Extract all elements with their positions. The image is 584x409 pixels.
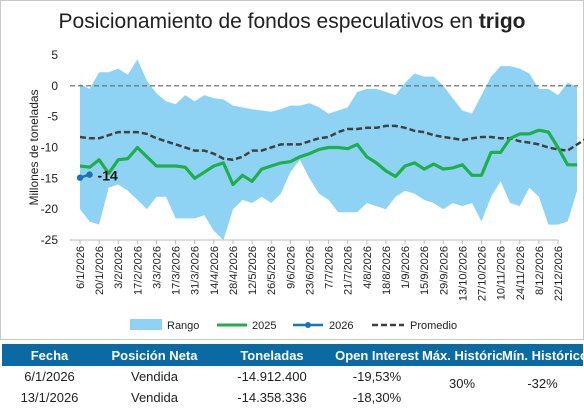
chart-plot: 5 0 -5 -10 -15 -20 -25 Millones de toneladas 6/1…	[27, 48, 584, 332]
x-tick-label: 6/1/2026	[75, 246, 87, 289]
x-tick-label: 17/3/2026	[171, 246, 183, 295]
cell-toneladas: -14.912.400	[237, 369, 307, 384]
x-tick-label: 8/12/2026	[534, 246, 546, 295]
x-tick-label: 20/1/2026	[94, 246, 106, 295]
header-posicion-neta: Posición Neta	[111, 347, 198, 363]
series-2026-point	[86, 171, 93, 178]
y-tick-label: -25	[41, 233, 59, 247]
legend-label-rango: Rango	[167, 320, 199, 332]
x-tick-label: 18/8/2026	[381, 246, 393, 295]
cell-posicion: Vendida	[131, 390, 178, 405]
cell-min-historico: -32%	[527, 376, 558, 391]
y-tick-label: 5	[51, 48, 58, 62]
promedio-line	[79, 124, 584, 162]
cell-open-interest: -18,30%	[352, 390, 402, 405]
series-2025-line	[79, 128, 578, 187]
annotation-label: -14	[98, 168, 118, 184]
table-row: 13/1/2026 Vendida -14.358.336 -18,30%	[2, 387, 583, 408]
series-2026-point	[76, 174, 84, 181]
y-tick-label: -10	[41, 141, 59, 155]
x-tick-label: 10/11/2026	[496, 246, 508, 300]
cell-fecha: 6/1/2026	[24, 369, 75, 384]
x-tick-label: 26/5/2026	[266, 246, 278, 295]
table-row: 6/1/2026 Vendida -14.912.400 -19,53%	[2, 366, 583, 387]
x-tick-label: 3/3/2026	[151, 246, 163, 289]
x-tick-label: 31/3/2026	[190, 246, 202, 295]
header-min-historico: Mín. Histórico	[502, 347, 583, 363]
legend-swatch-rango	[130, 319, 162, 330]
table-header: Fecha Posición Neta Toneladas Open Inter…	[2, 344, 583, 366]
legend-label-2026: 2026	[329, 320, 353, 332]
legend-label-2025: 2025	[252, 320, 276, 332]
x-tick-label: 3/2/2026	[113, 246, 125, 289]
x-tick-label: 29/9/2026	[438, 246, 450, 295]
y-tick-label: -20	[41, 202, 59, 216]
cell-open-interest: -19,53%	[352, 369, 402, 384]
legend-label-promedio: Promedio	[410, 320, 457, 332]
header-open-interest: Open Interest	[335, 347, 419, 363]
header-fecha: Fecha	[30, 347, 69, 363]
x-tick-label: 7/7/2026	[324, 246, 336, 289]
legend-marker-2026	[305, 322, 311, 328]
header-toneladas: Toneladas	[240, 347, 304, 363]
x-tick-label: 24/11/2026	[515, 246, 527, 300]
y-tick-label: -15	[41, 171, 59, 185]
cell-max-historico: 30%	[448, 376, 476, 391]
x-tick-label: 23/6/2026	[304, 246, 316, 295]
y-axis-label: Millones de toneladas	[27, 89, 41, 205]
x-tick-label: 17/2/2026	[132, 246, 144, 295]
chart-title-bold: trigo	[478, 10, 526, 33]
x-tick-label: 12/5/2026	[247, 246, 259, 295]
chart-title-prefix: Posicionamiento de fondos especulativos …	[58, 10, 479, 33]
cell-fecha: 13/1/2026	[20, 390, 79, 405]
header-max-historico: Máx. Histórico	[422, 347, 502, 363]
x-tick-label: 9/6/2026	[285, 246, 297, 289]
x-tick-label: 1/9/2026	[400, 246, 412, 289]
x-tick-label: 27/10/2026	[477, 246, 489, 301]
x-tick-label: 13/10/2026	[457, 246, 469, 301]
y-tick-label: -5	[47, 110, 58, 124]
chart-title: Posicionamiento de fondos especulativos …	[0, 10, 584, 34]
x-tick-label: 14/4/2026	[209, 246, 221, 295]
cell-posicion: Vendida	[131, 369, 178, 384]
x-tick-label: 28/4/2026	[228, 246, 240, 295]
cell-toneladas: -14.358.336	[237, 390, 307, 405]
rango-area	[80, 59, 578, 240]
y-tick-label: 0	[51, 79, 58, 93]
x-tick-label: 4/8/2026	[362, 246, 374, 289]
x-tick-label: 22/12/2026	[553, 246, 565, 301]
x-tick-label: 21/7/2026	[343, 246, 355, 295]
summary-table: Fecha Posición Neta Toneladas Open Inter…	[2, 344, 583, 408]
x-tick-label: 15/9/2026	[419, 246, 431, 295]
